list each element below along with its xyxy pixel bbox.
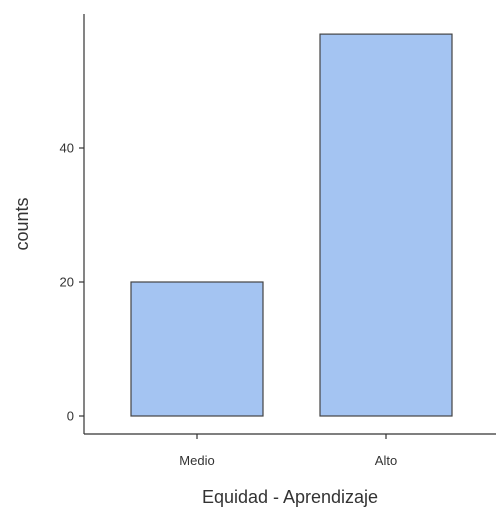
y-axis-title: counts <box>12 197 32 250</box>
bars-layer <box>130 33 453 417</box>
bar-medio <box>130 281 264 417</box>
y-tick-label: 20 <box>60 275 74 290</box>
x-axis-ticks: Medio Alto <box>179 434 397 468</box>
x-tick-label-medio: Medio <box>179 453 214 468</box>
x-axis-title: Equidad - Aprendizaje <box>202 487 378 507</box>
y-axis-ticks: 0 20 40 <box>60 141 84 424</box>
bar-alto <box>319 33 453 417</box>
y-tick-label: 0 <box>67 409 74 424</box>
x-tick-label-alto: Alto <box>375 453 397 468</box>
y-tick-label: 40 <box>60 141 74 156</box>
